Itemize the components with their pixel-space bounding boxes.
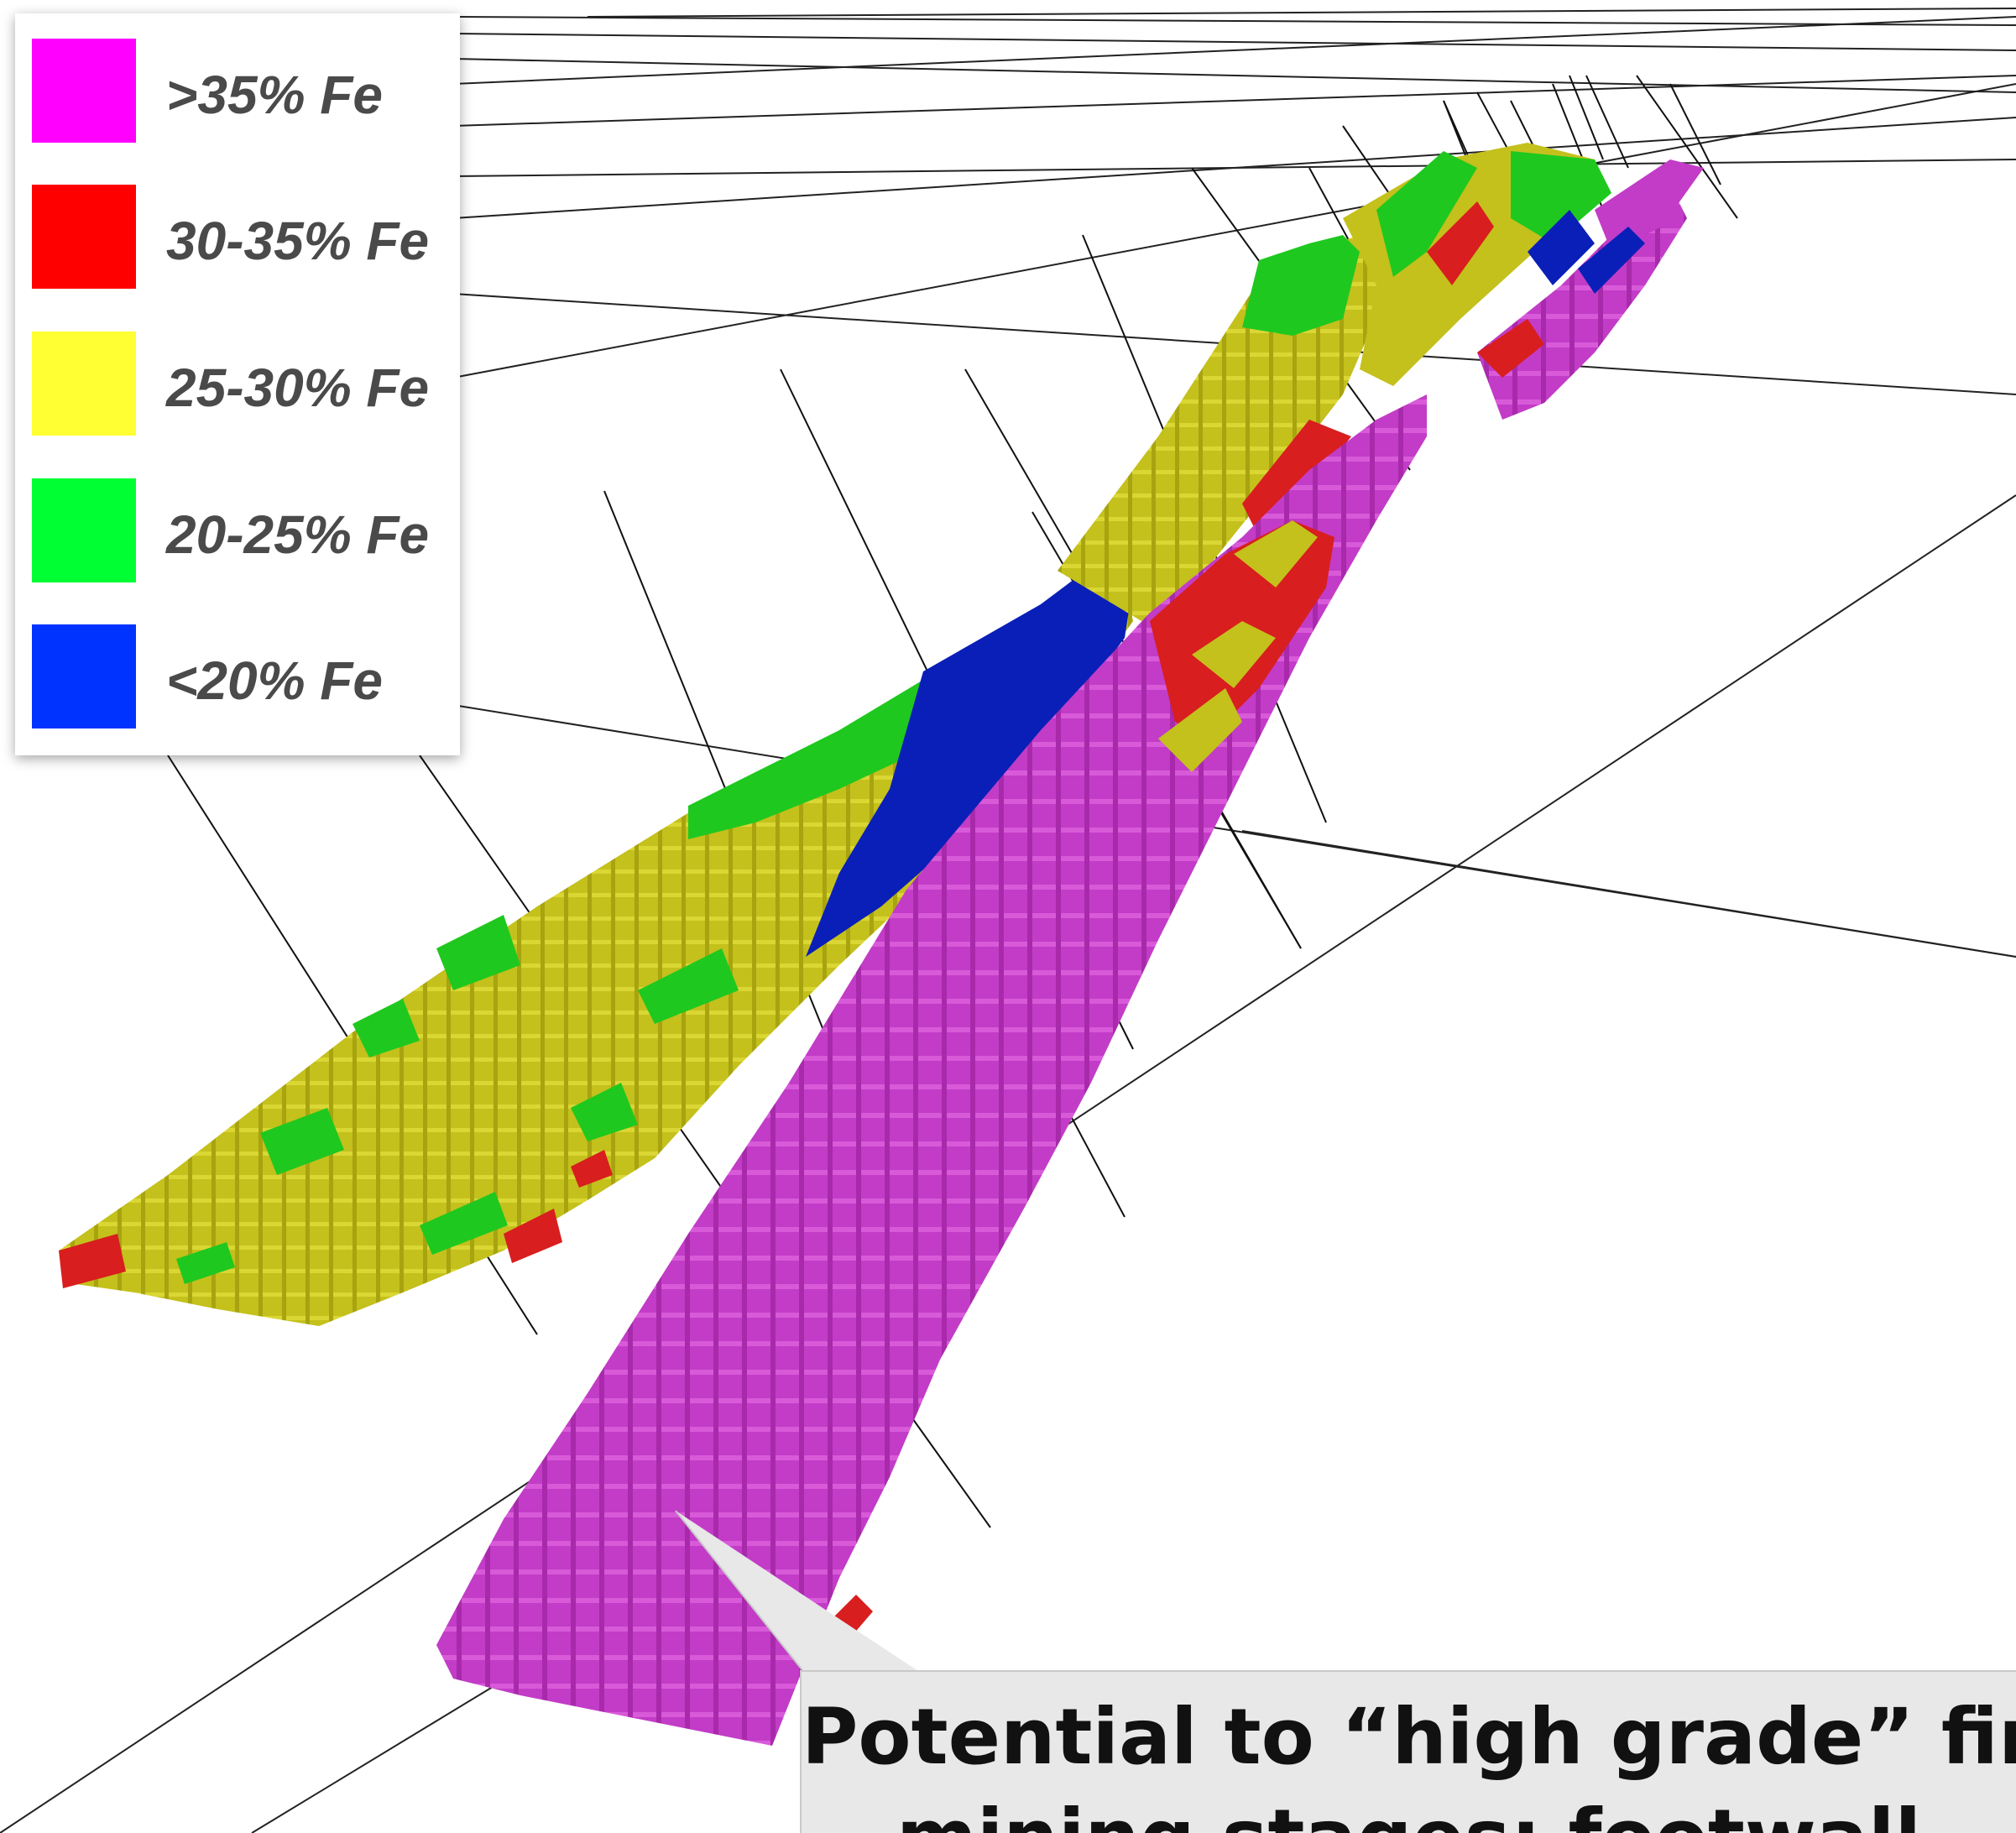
legend-label: <20% Fe xyxy=(166,650,383,711)
legend-item-30-35: 30-35% Fe xyxy=(32,185,452,289)
grade-legend: >35% Fe 30-35% Fe 25-30% Fe 20-25% Fe <2… xyxy=(15,13,460,755)
legend-item-20-25: 20-25% Fe xyxy=(32,478,452,582)
legend-item-above-35: >35% Fe xyxy=(32,39,452,143)
legend-item-below-20: <20% Fe xyxy=(32,624,452,728)
callout-box: Potential to “high grade” first mining s… xyxy=(800,1670,2016,1833)
legend-swatch-blue xyxy=(32,624,136,728)
legend-label: 20-25% Fe xyxy=(166,504,430,565)
callout-text: Potential to “high grade” first mining s… xyxy=(802,1692,2016,1833)
legend-swatch-green xyxy=(32,478,136,582)
legend-swatch-yellow xyxy=(32,332,136,436)
legend-swatch-magenta xyxy=(32,39,136,143)
legend-item-25-30: 25-30% Fe xyxy=(32,332,452,436)
legend-label: 30-35% Fe xyxy=(166,211,430,271)
ore-body-footwall xyxy=(436,159,1704,1746)
ore-body-upper xyxy=(1058,143,1611,621)
legend-swatch-red xyxy=(32,185,136,289)
legend-label: 25-30% Fe xyxy=(166,358,430,418)
ore-body-hangingwall xyxy=(59,529,1141,1326)
legend-label: >35% Fe xyxy=(166,65,383,125)
